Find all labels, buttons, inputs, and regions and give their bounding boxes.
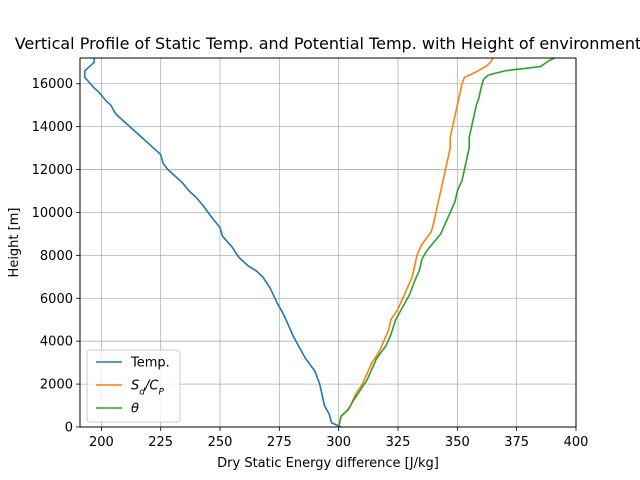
- x-tick-label: 300: [326, 435, 351, 450]
- legend-label: Temp.: [130, 356, 170, 371]
- y-tick-label: 2000: [40, 378, 73, 393]
- y-tick-label: 8000: [40, 249, 73, 264]
- y-tick-label: 6000: [40, 292, 73, 307]
- x-tick-label: 350: [445, 435, 470, 450]
- y-tick-label: 12000: [32, 163, 73, 178]
- chart-title: Vertical Profile of Static Temp. and Pot…: [15, 34, 640, 53]
- series-line: [337, 58, 555, 427]
- x-tick-label: 250: [208, 435, 233, 450]
- x-axis-label: Dry Static Energy difference [J/kg]: [217, 456, 439, 471]
- legend-label: θ: [131, 402, 139, 417]
- x-tick-label: 325: [386, 435, 411, 450]
- y-tick-label: 0: [65, 421, 73, 436]
- legend-label: Sd/CP: [131, 379, 164, 398]
- plot-frame: [79, 57, 577, 428]
- y-tick-label: 4000: [40, 335, 73, 350]
- series-line: [83, 58, 342, 427]
- y-axis-label: Height [m]: [7, 208, 22, 278]
- y-tick-label: 16000: [32, 77, 73, 92]
- plot-area: [83, 58, 555, 427]
- x-tick-label: 275: [267, 435, 292, 450]
- x-tick-label: 200: [89, 435, 114, 450]
- x-tick-label: 400: [564, 435, 589, 450]
- ticks: 200 225 250 275 300 325 350 375 4000200040006000…: [32, 77, 589, 450]
- x-tick-label: 225: [148, 435, 173, 450]
- series-line: [337, 58, 494, 427]
- y-tick-label: 10000: [32, 206, 73, 221]
- y-tick-label: 14000: [32, 120, 73, 135]
- legend-box: [86, 349, 181, 423]
- legend: Temp. Sd/CP θ: [86, 349, 181, 423]
- x-tick-label: 375: [504, 435, 529, 450]
